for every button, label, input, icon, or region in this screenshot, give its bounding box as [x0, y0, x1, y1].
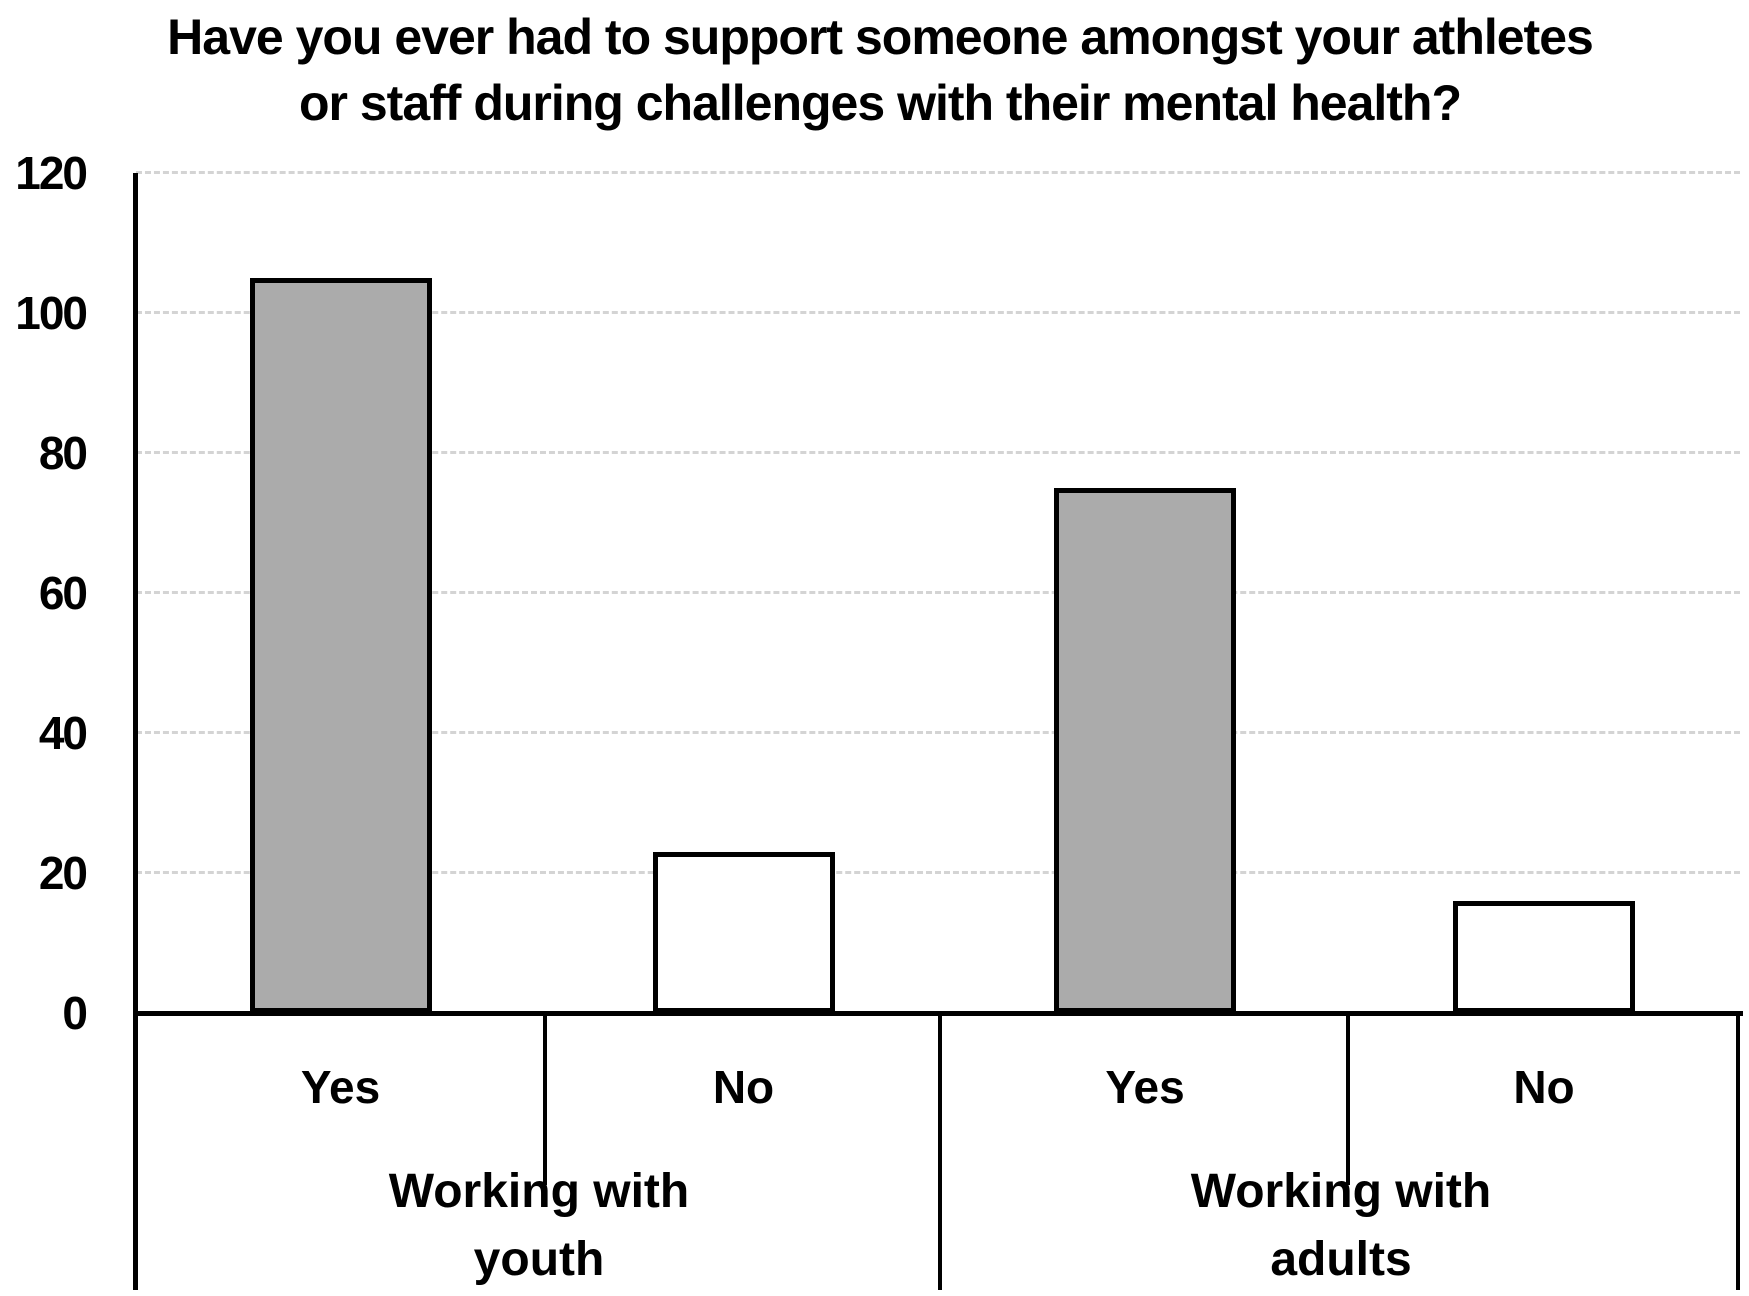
- category-tick: [1346, 1013, 1350, 1185]
- category-label: Yes: [1105, 1061, 1185, 1113]
- group-label: Working with adults: [1031, 1158, 1651, 1294]
- bar-adults-no: [1453, 901, 1635, 1013]
- chart-title: Have you ever had to support someone amo…: [55, 4, 1705, 136]
- group-label: Working with youth: [229, 1158, 849, 1294]
- y-tick-label: 20: [38, 847, 88, 899]
- group-label-line: Working with: [1190, 1165, 1492, 1218]
- y-tick-label: 40: [38, 707, 88, 759]
- chart-title-line1: Have you ever had to support someone amo…: [167, 9, 1594, 65]
- group-label-line: adults: [1270, 1233, 1412, 1286]
- category-label: No: [1513, 1061, 1575, 1113]
- category-tick: [543, 1013, 547, 1185]
- y-axis-line: [133, 173, 138, 1290]
- bar-adults-yes: [1054, 488, 1236, 1013]
- y-gridline: [136, 171, 1740, 174]
- y-gridline: [136, 591, 1740, 594]
- y-gridline: [136, 311, 1740, 314]
- y-tick-label: 100: [15, 287, 88, 339]
- y-gridline: [136, 451, 1740, 454]
- group-label-line: youth: [473, 1233, 605, 1286]
- chart-title-line2: or staff during challenges with their me…: [298, 75, 1462, 131]
- group-separator: [1736, 1013, 1740, 1290]
- bar-youth-yes: [249, 278, 432, 1013]
- y-gridline: [136, 871, 1740, 874]
- y-tick-label: 60: [38, 567, 88, 619]
- y-gridline: [136, 731, 1740, 734]
- y-tick-label: 80: [38, 427, 88, 479]
- group-label-line: Working with: [388, 1165, 690, 1218]
- category-label: Yes: [300, 1061, 381, 1113]
- bar-youth-no: [652, 852, 835, 1013]
- y-tick-label: 120: [15, 147, 88, 199]
- group-separator: [938, 1013, 942, 1290]
- y-tick-label: 0: [62, 987, 88, 1039]
- category-label: No: [712, 1061, 775, 1113]
